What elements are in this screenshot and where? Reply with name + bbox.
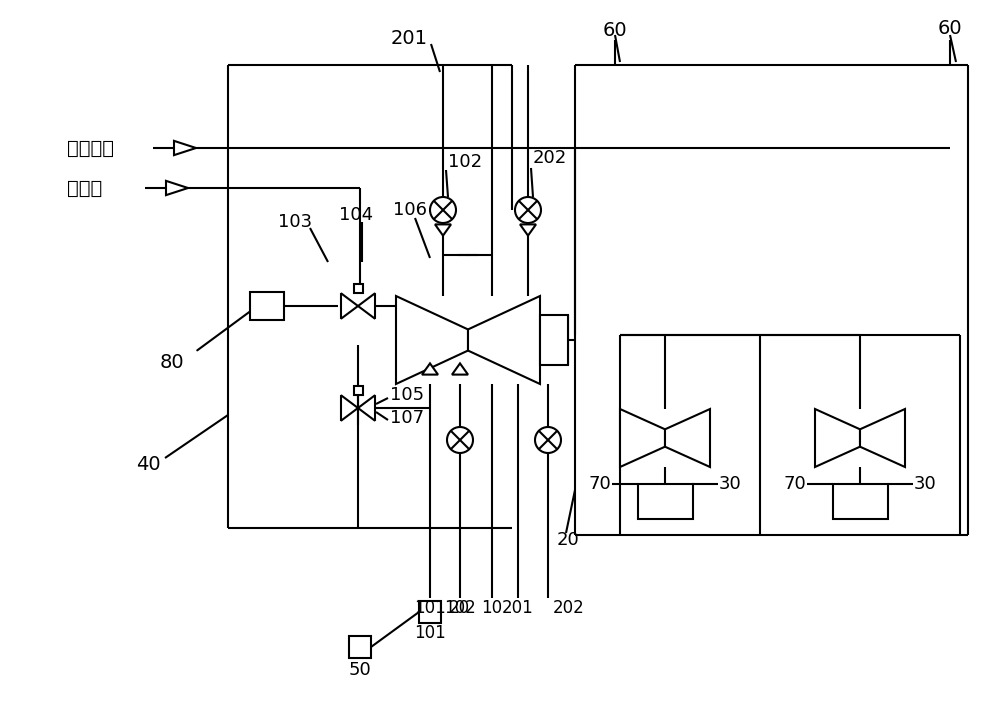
Polygon shape [174, 141, 196, 155]
Bar [833, 484, 888, 519]
Circle shape [447, 427, 473, 453]
Text: 202: 202 [553, 599, 585, 617]
Text: 10: 10 [481, 599, 503, 617]
Text: 30: 30 [719, 475, 741, 493]
Bar [250, 292, 284, 320]
Text: 70: 70 [589, 475, 611, 493]
Bar [419, 601, 441, 623]
Polygon shape [341, 293, 358, 319]
Text: 106: 106 [393, 201, 427, 219]
Text: 104: 104 [339, 206, 373, 224]
Text: 再热蒸汽: 再热蒸汽 [67, 138, 114, 158]
Text: 50: 50 [349, 661, 371, 679]
Polygon shape [452, 364, 468, 374]
Polygon shape [358, 293, 375, 319]
Text: 201: 201 [502, 599, 534, 617]
Text: 101: 101 [414, 599, 446, 617]
Polygon shape [815, 409, 860, 467]
Text: 60: 60 [938, 19, 962, 37]
Text: 105: 105 [390, 386, 424, 404]
Text: 20: 20 [449, 599, 470, 617]
Text: 202: 202 [533, 149, 567, 167]
Polygon shape [166, 181, 188, 195]
Polygon shape [422, 364, 438, 374]
Polygon shape [341, 395, 358, 420]
Polygon shape [435, 225, 451, 235]
Text: 主蒸汽: 主蒸汽 [67, 179, 103, 197]
Text: 102: 102 [444, 599, 476, 617]
Text: 103: 103 [278, 213, 312, 231]
Text: 80: 80 [160, 353, 184, 372]
Circle shape [430, 197, 456, 223]
Polygon shape [860, 409, 905, 467]
Polygon shape [520, 225, 536, 235]
Bar [349, 636, 371, 658]
Polygon shape [396, 296, 468, 384]
Text: 20: 20 [557, 531, 579, 549]
Polygon shape [620, 409, 665, 467]
Polygon shape [358, 395, 375, 420]
Text: 201: 201 [391, 29, 428, 48]
Text: 30: 30 [914, 475, 936, 493]
Bar [638, 484, 693, 519]
Polygon shape [665, 409, 710, 467]
Text: 107: 107 [390, 409, 424, 427]
Bar [540, 315, 568, 365]
Text: 70: 70 [784, 475, 806, 493]
Circle shape [535, 427, 561, 453]
Bar [354, 386, 363, 395]
Circle shape [515, 197, 541, 223]
Text: 102: 102 [448, 153, 482, 171]
Polygon shape [468, 296, 540, 384]
Text: 101: 101 [414, 624, 446, 642]
Bar [354, 284, 363, 293]
Text: 40: 40 [136, 456, 160, 474]
Text: 60: 60 [603, 20, 627, 40]
